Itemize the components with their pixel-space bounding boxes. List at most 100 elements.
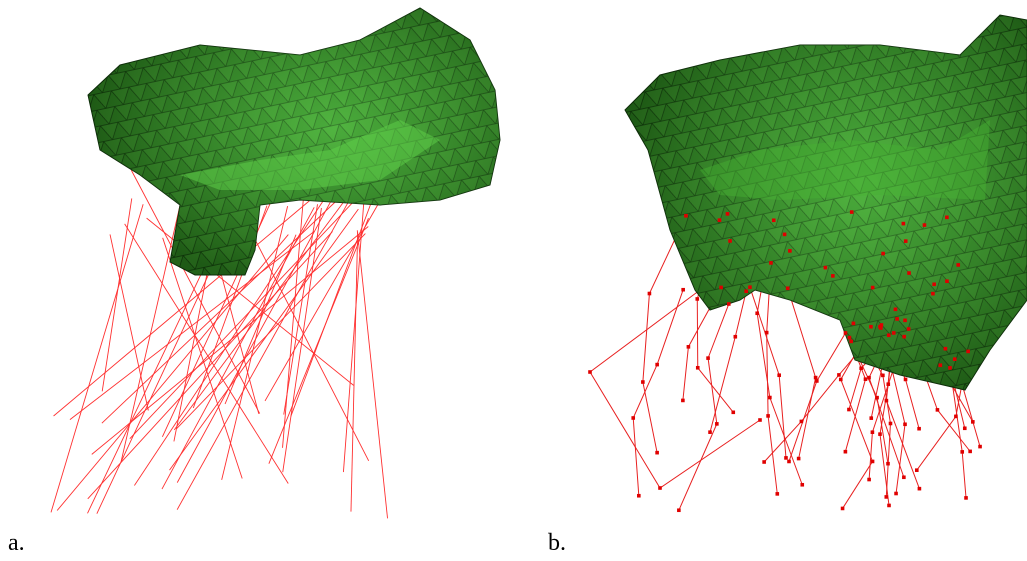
- red-node: [903, 239, 908, 243]
- red-node: [655, 362, 659, 367]
- red-node: [931, 291, 935, 296]
- red-node: [681, 398, 685, 403]
- red-node: [902, 334, 907, 339]
- red-node: [938, 363, 943, 368]
- red-node: [695, 365, 700, 370]
- red-node: [894, 491, 898, 496]
- red-node: [695, 297, 700, 301]
- red-node: [869, 324, 873, 329]
- red-line: [342, 202, 365, 473]
- red-node: [960, 450, 965, 454]
- red-node: [954, 414, 958, 419]
- red-nodes: [588, 210, 982, 513]
- red-line: [678, 303, 730, 511]
- red-node: [708, 430, 712, 434]
- red-node: [658, 486, 662, 490]
- red-line: [120, 185, 185, 462]
- red-node: [768, 395, 772, 400]
- red-node: [771, 218, 776, 223]
- red-node: [843, 449, 848, 454]
- red-node: [758, 418, 762, 422]
- red-node: [922, 223, 927, 227]
- red-node: [717, 218, 722, 222]
- red-node: [859, 366, 863, 371]
- red-node: [956, 263, 961, 267]
- red-node: [733, 334, 738, 339]
- red-node: [978, 444, 982, 449]
- red-node: [952, 357, 957, 361]
- red-node: [879, 326, 883, 330]
- red-node: [878, 432, 882, 436]
- red-node: [870, 430, 875, 434]
- red-node: [886, 382, 891, 386]
- red-node: [948, 366, 952, 370]
- red-line: [50, 204, 144, 513]
- red-node: [769, 261, 773, 265]
- red-node: [886, 333, 891, 338]
- red-line: [283, 204, 318, 415]
- panel-b: [589, 14, 1027, 511]
- red-node: [681, 287, 685, 292]
- red-node: [787, 459, 791, 464]
- red-node: [647, 291, 652, 296]
- red-node: [762, 460, 766, 464]
- red-line: [124, 223, 289, 484]
- red-node: [655, 450, 659, 455]
- red-node: [903, 422, 907, 427]
- red-node: [837, 373, 841, 377]
- red-node: [962, 426, 967, 431]
- red-node: [932, 282, 936, 287]
- red-node: [775, 492, 780, 496]
- red-node: [945, 215, 949, 220]
- red-node: [641, 380, 645, 384]
- red-node: [849, 339, 853, 344]
- red-node: [887, 503, 891, 508]
- red-line: [282, 207, 322, 473]
- red-node: [784, 456, 788, 460]
- red-line: [101, 198, 133, 392]
- red-node: [907, 271, 911, 275]
- panel-label: b.: [548, 530, 566, 556]
- red-node: [886, 461, 890, 466]
- red-line: [176, 186, 358, 510]
- red-line: [642, 215, 687, 453]
- red-node: [968, 449, 972, 454]
- red-node: [815, 379, 819, 383]
- red-node: [684, 213, 688, 218]
- red-node: [813, 375, 818, 380]
- red-node: [867, 477, 871, 482]
- red-node: [686, 345, 691, 349]
- red-node: [917, 486, 922, 491]
- red-node: [847, 335, 852, 340]
- red-node: [715, 422, 719, 426]
- red-node: [755, 311, 759, 316]
- red-node: [875, 395, 879, 400]
- red-node: [766, 414, 770, 418]
- red-line: [589, 289, 761, 489]
- red-node: [851, 321, 856, 326]
- red-node: [881, 251, 885, 256]
- red-node: [870, 285, 875, 290]
- red-node: [785, 286, 790, 291]
- red-line: [221, 206, 289, 481]
- panel-a: [50, 7, 501, 519]
- red-node: [843, 331, 848, 335]
- red-node: [719, 285, 723, 290]
- red-node: [588, 370, 592, 374]
- red-line: [91, 226, 369, 455]
- red-node: [884, 398, 889, 403]
- red-node: [903, 318, 907, 323]
- red-line: [176, 186, 340, 483]
- red-node: [917, 426, 921, 431]
- red-line: [87, 231, 333, 500]
- red-line: [109, 234, 149, 411]
- red-node: [764, 330, 769, 335]
- panel-label: a.: [8, 530, 25, 556]
- red-node: [902, 475, 906, 480]
- red-line: [290, 197, 374, 417]
- red-node: [884, 495, 889, 499]
- red-node: [943, 346, 948, 351]
- red-line: [56, 234, 289, 511]
- red-line: [356, 230, 388, 519]
